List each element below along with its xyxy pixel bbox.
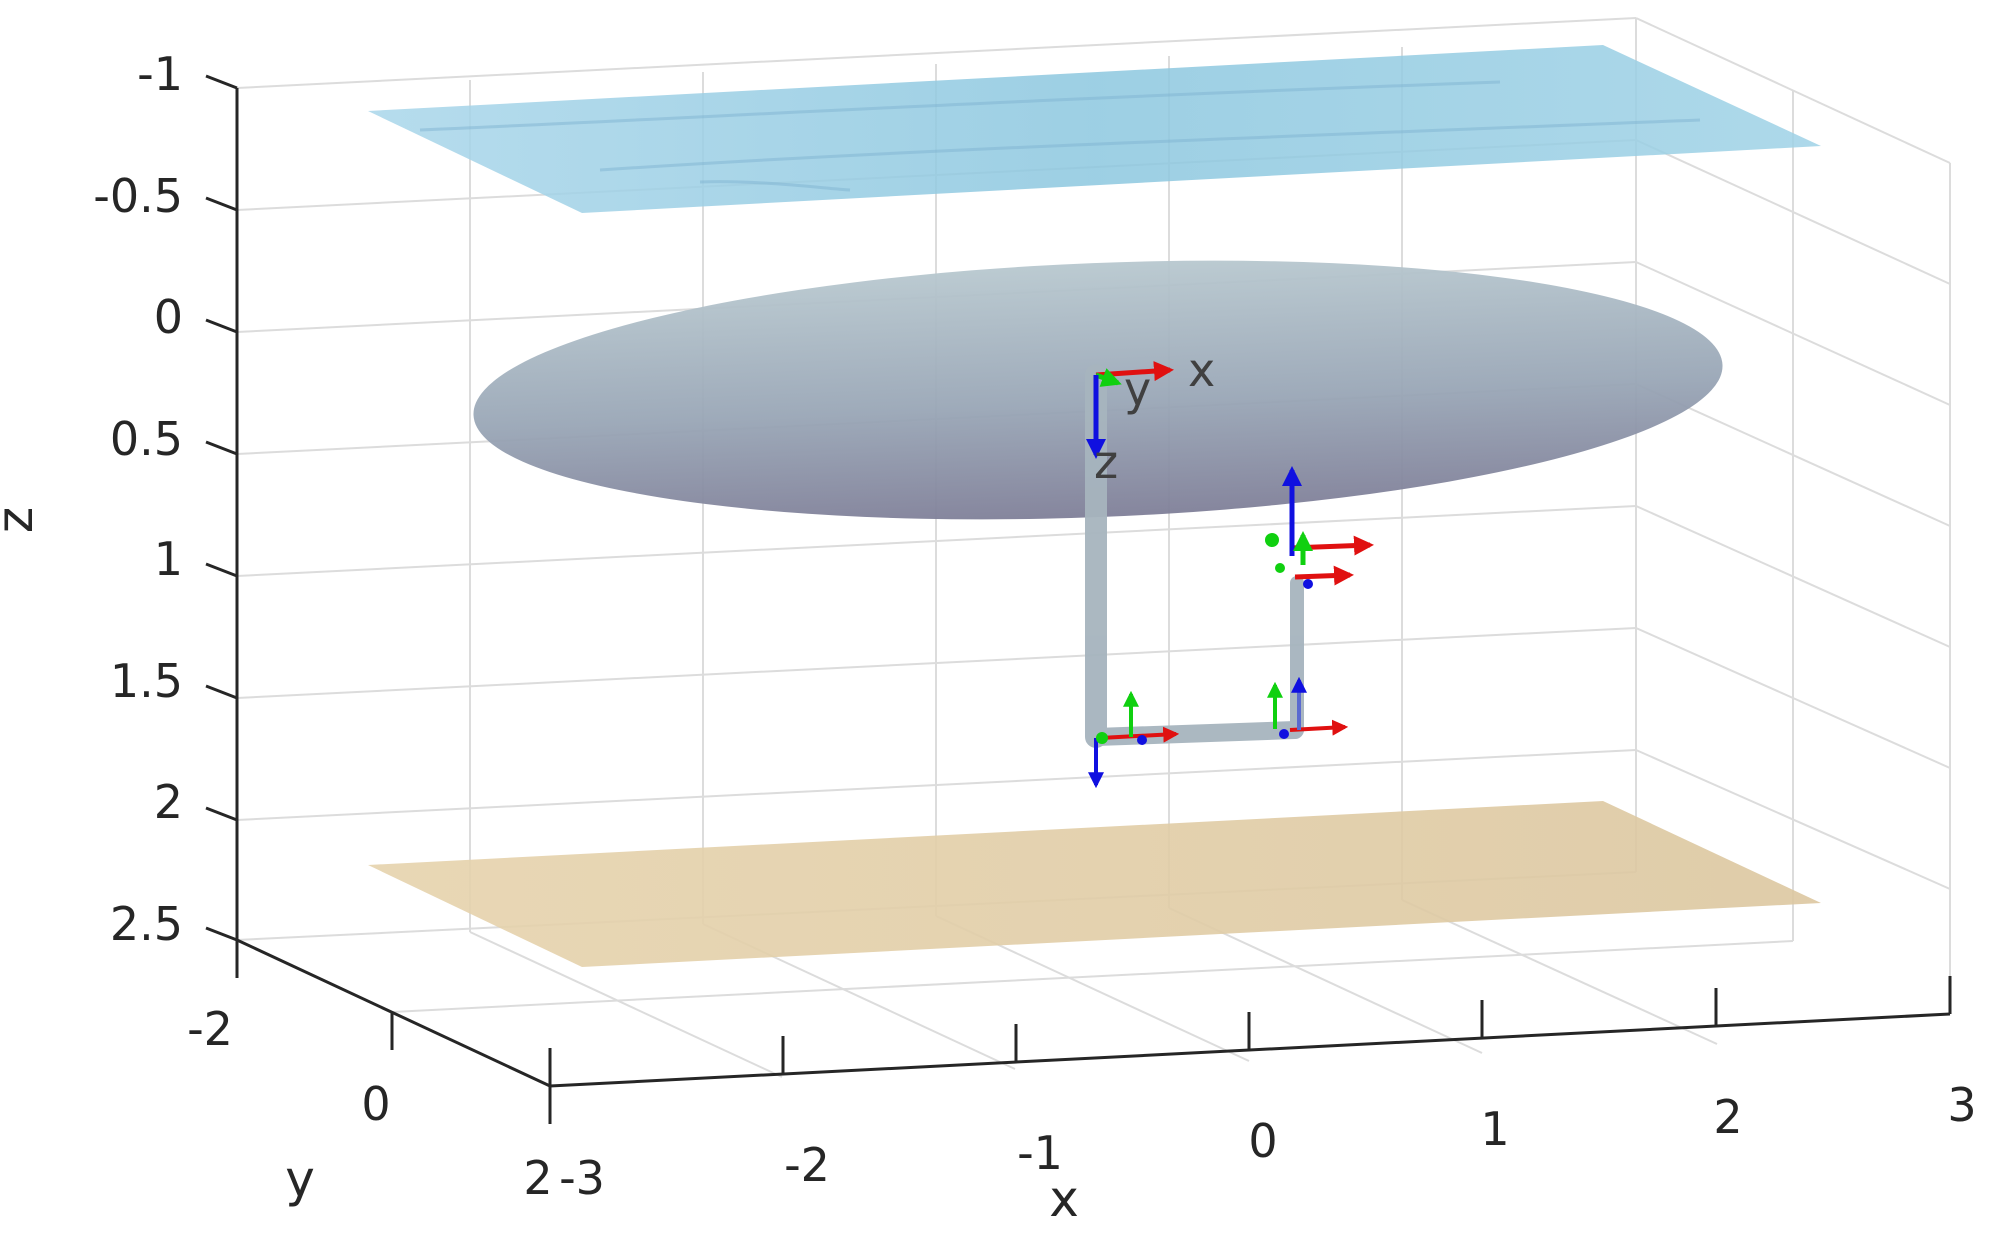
joint-frame-base [1088, 690, 1180, 789]
y-axis-label: y [285, 1150, 315, 1208]
z-tick-label: -1 [137, 47, 183, 101]
x-tick-labels: -3 -2 -1 0 1 2 3 [559, 1078, 1977, 1205]
z-tick-label: 2.5 [110, 897, 183, 951]
x-tick-label: -2 [784, 1138, 830, 1192]
y-tick-label: -2 [187, 1002, 233, 1056]
z-tick-label: 1.5 [110, 654, 183, 708]
sea-floor-plane [368, 801, 1821, 967]
x-tick-label: 2 [1713, 1090, 1742, 1144]
x-axis-label: x [1049, 1170, 1079, 1228]
y-tick-label: 0 [361, 1077, 390, 1131]
body-frame-z-label: z [1094, 435, 1118, 489]
grid-lines [236, 17, 1951, 1078]
body-frame-y-label: y [1124, 362, 1151, 416]
water-surface-plane [368, 45, 1821, 213]
x-tick-label: 3 [1947, 1078, 1976, 1132]
body-frame-x-label: x [1188, 343, 1215, 397]
z-tick-label: 0.5 [110, 412, 183, 466]
z-tick-labels: -1 -0.5 0 0.5 1 1.5 2 2.5 [93, 47, 183, 951]
z-tick-label: 0 [154, 290, 183, 344]
z-axis-label: z [0, 507, 44, 533]
joint-frame-wrist [1265, 466, 1374, 589]
x-tick-label: -3 [559, 1151, 605, 1205]
x-tick-label: 1 [1480, 1102, 1509, 1156]
z-tick-label: 2 [154, 775, 183, 829]
y-tick-labels: -2 0 2 [187, 1002, 553, 1205]
y-tick-label: 2 [523, 1151, 552, 1205]
z-tick-label: -0.5 [93, 169, 183, 223]
x-tick-label: 0 [1248, 1114, 1277, 1168]
water-texture [419, 80, 1701, 192]
body-frame [1086, 361, 1174, 459]
z-tick-label: 1 [154, 532, 183, 586]
joint-frame-elbow [1267, 676, 1349, 739]
tick-marks [205, 74, 1952, 1124]
x-tick-label: -1 [1017, 1126, 1063, 1180]
